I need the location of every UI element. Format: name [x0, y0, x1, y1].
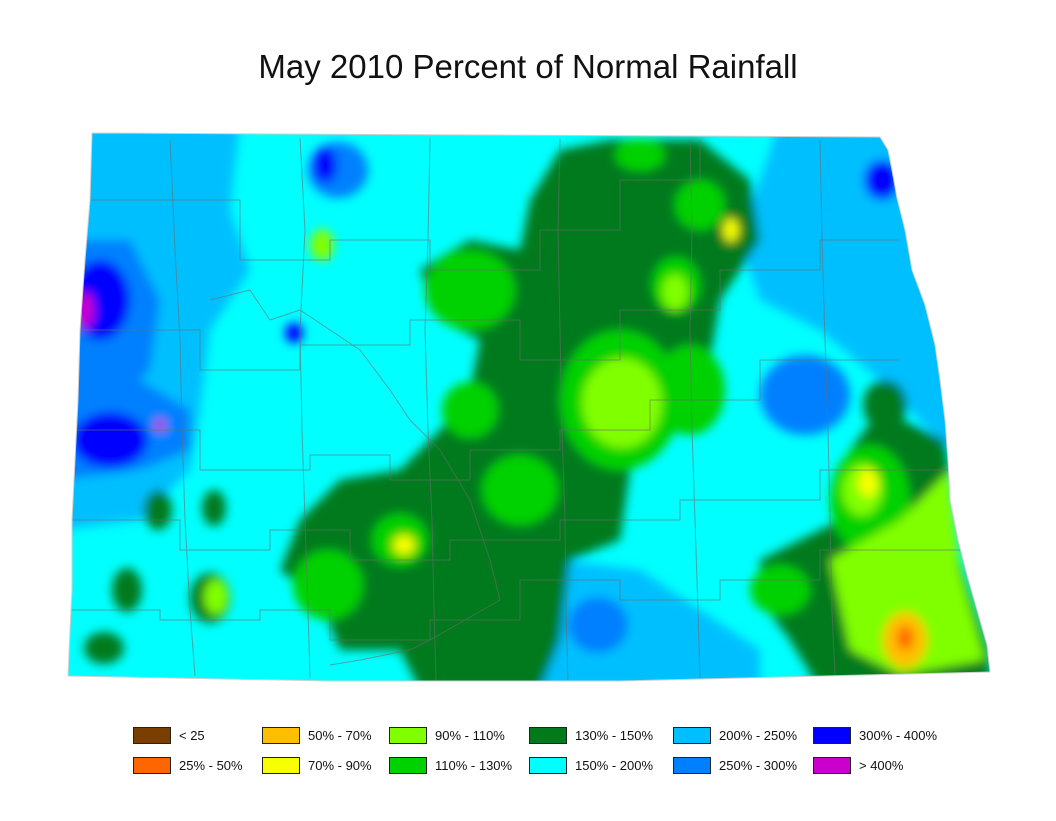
legend-item-lt25: < 25	[133, 726, 205, 744]
legend-label-250-300: 250% - 300%	[719, 757, 798, 773]
yellow-green-center	[582, 358, 662, 448]
yellow-green-north	[662, 274, 688, 310]
legend-swatch-70-90	[262, 756, 300, 774]
west-green-spot-1	[144, 490, 172, 530]
state-border	[67, 132, 991, 682]
legend-label-150-200: 150% - 200%	[575, 757, 654, 773]
legend-item-110-130: 110% - 130%	[389, 756, 512, 774]
rainfall-field	[68, 133, 990, 681]
legend-swatch-50-70	[262, 726, 300, 744]
legend-label-130-150: 130% - 150%	[575, 727, 654, 743]
yellow-spot-1	[858, 469, 878, 497]
legend-swatch-lt25	[133, 726, 171, 744]
yellow-green-north-2	[310, 229, 334, 261]
west-green-spot-4	[84, 632, 124, 664]
yellow-spot-2	[393, 535, 415, 555]
legend: < 25 25% - 50% 50% - 70% 70% - 90% 90% -…	[133, 726, 973, 778]
legend-swatch-150-200	[529, 756, 567, 774]
red-spot	[897, 626, 913, 650]
legend-item-90-110: 90% - 110%	[389, 726, 505, 744]
legend-item-70-90: 70% - 90%	[262, 756, 372, 774]
yellow-green-west	[204, 579, 228, 615]
light-green-7	[482, 455, 558, 525]
legend-label-90-110: 90% - 110%	[435, 727, 505, 743]
legend-swatch-130-150	[529, 726, 567, 744]
legend-swatch-90-110	[389, 726, 427, 744]
legend-item-gt400: > 400%	[813, 756, 903, 774]
light-green-9	[615, 139, 665, 171]
light-green-4	[655, 345, 725, 435]
east-lobe	[760, 355, 850, 435]
legend-swatch-gt400	[813, 756, 851, 774]
legend-label-25-50: 25% - 50%	[179, 757, 243, 773]
light-green-8	[442, 382, 498, 438]
legend-swatch-250-300	[673, 756, 711, 774]
west-green-spot-2	[202, 490, 226, 526]
legend-swatch-300-400	[813, 726, 851, 744]
legend-item-300-400: 300% - 400%	[813, 726, 937, 744]
legend-item-25-50: 25% - 50%	[133, 756, 243, 774]
light-green-1	[425, 250, 515, 330]
magenta-spot-2	[155, 419, 165, 431]
legend-label-70-90: 70% - 90%	[308, 757, 372, 773]
yellow-spot-3	[723, 218, 739, 242]
northeast-core	[864, 160, 900, 200]
legend-label-200-250: 200% - 250%	[719, 727, 798, 743]
west-green-spot-3	[112, 568, 142, 612]
legend-item-130-150: 130% - 150%	[529, 726, 653, 744]
east-green-spot	[863, 380, 907, 430]
legend-label-110-130: 110% - 130%	[435, 757, 513, 773]
legend-label-gt400: > 400%	[859, 757, 904, 773]
legend-item-150-200: 150% - 200%	[529, 756, 653, 774]
legend-item-50-70: 50% - 70%	[262, 726, 372, 744]
legend-label-300-400: 300% - 400%	[859, 727, 938, 743]
legend-swatch-200-250	[673, 726, 711, 744]
south-lobe	[568, 597, 628, 653]
county-lines	[70, 137, 960, 681]
legend-swatch-110-130	[389, 756, 427, 774]
map-title: May 2010 Percent of Normal Rainfall	[258, 48, 798, 85]
yellow-green-east	[830, 470, 985, 675]
legend-label-50-70: 50% - 70%	[308, 727, 372, 743]
legend-item-200-250: 200% - 250%	[673, 726, 797, 744]
light-green-12	[750, 565, 810, 615]
north-core	[313, 147, 337, 183]
legend-item-250-300: 250% - 300%	[673, 756, 797, 774]
west-core-1	[70, 260, 130, 340]
light-green-5	[293, 550, 363, 620]
legend-label-lt25: < 25	[179, 727, 205, 743]
south-field	[520, 560, 760, 681]
legend-swatch-25-50	[133, 756, 171, 774]
light-green-10	[675, 180, 725, 230]
west-center-core	[285, 323, 303, 343]
west-core-2	[72, 412, 148, 468]
